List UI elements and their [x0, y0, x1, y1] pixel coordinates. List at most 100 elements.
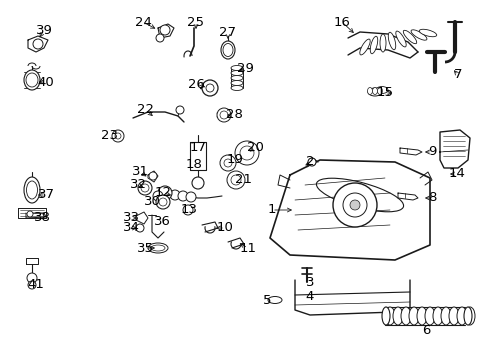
Circle shape [160, 25, 170, 35]
Circle shape [159, 198, 167, 206]
Circle shape [170, 190, 180, 200]
Ellipse shape [223, 44, 232, 57]
Text: 26: 26 [187, 77, 204, 90]
Ellipse shape [408, 307, 418, 325]
Text: 34: 34 [122, 221, 139, 234]
Text: 35: 35 [136, 242, 153, 255]
Text: 20: 20 [246, 141, 263, 154]
Ellipse shape [24, 177, 40, 203]
Ellipse shape [377, 87, 382, 94]
Ellipse shape [26, 181, 38, 199]
Ellipse shape [151, 245, 164, 251]
Text: 4: 4 [305, 289, 314, 302]
Circle shape [33, 39, 43, 49]
Ellipse shape [403, 30, 416, 44]
Text: 30: 30 [143, 195, 160, 208]
Text: 33: 33 [122, 211, 139, 225]
Ellipse shape [230, 66, 243, 71]
Circle shape [342, 193, 366, 217]
Text: 28: 28 [225, 108, 242, 121]
Ellipse shape [230, 76, 243, 81]
Circle shape [156, 34, 163, 42]
Text: 36: 36 [153, 216, 170, 229]
Ellipse shape [464, 307, 474, 325]
Circle shape [205, 84, 214, 92]
Text: 32: 32 [129, 179, 146, 192]
Text: 15: 15 [376, 86, 393, 99]
Text: 1: 1 [267, 203, 276, 216]
Circle shape [202, 80, 218, 96]
Text: 31: 31 [131, 166, 148, 179]
Ellipse shape [392, 307, 402, 325]
Text: 5: 5 [262, 293, 271, 306]
Ellipse shape [230, 71, 243, 76]
Ellipse shape [375, 86, 387, 94]
Ellipse shape [359, 39, 369, 55]
Text: 7: 7 [453, 68, 461, 81]
Text: 17: 17 [189, 141, 206, 154]
Circle shape [178, 191, 187, 201]
Circle shape [136, 224, 143, 232]
Circle shape [176, 106, 183, 114]
Circle shape [307, 158, 315, 166]
Circle shape [217, 108, 230, 122]
Text: 2: 2 [305, 156, 314, 168]
Text: 40: 40 [38, 76, 54, 89]
Ellipse shape [230, 81, 243, 85]
Text: 38: 38 [34, 211, 50, 225]
Text: 8: 8 [427, 192, 435, 204]
Text: 24: 24 [134, 15, 151, 28]
Ellipse shape [148, 243, 168, 253]
Ellipse shape [395, 31, 406, 47]
Text: 19: 19 [226, 153, 243, 166]
Circle shape [27, 211, 33, 217]
Circle shape [115, 133, 121, 139]
Text: 18: 18 [185, 158, 202, 171]
Ellipse shape [463, 307, 471, 325]
Text: 14: 14 [447, 167, 465, 180]
Circle shape [153, 191, 163, 201]
Text: 6: 6 [421, 324, 429, 337]
Circle shape [192, 177, 203, 189]
Ellipse shape [221, 41, 235, 59]
Text: 21: 21 [235, 174, 252, 186]
Circle shape [332, 183, 376, 227]
Circle shape [226, 171, 244, 189]
Ellipse shape [416, 307, 426, 325]
Circle shape [28, 281, 36, 289]
Circle shape [158, 186, 172, 200]
Ellipse shape [367, 87, 372, 94]
Text: 41: 41 [27, 278, 44, 291]
Text: 12: 12 [154, 186, 171, 199]
Ellipse shape [26, 73, 38, 87]
Text: 9: 9 [427, 145, 435, 158]
Text: 13: 13 [180, 203, 197, 216]
Circle shape [27, 273, 37, 283]
Ellipse shape [379, 34, 385, 52]
Ellipse shape [369, 36, 377, 54]
Ellipse shape [410, 30, 426, 40]
Text: 25: 25 [187, 15, 204, 28]
Circle shape [349, 200, 359, 210]
Ellipse shape [267, 297, 282, 303]
Text: 27: 27 [219, 27, 236, 40]
Text: 39: 39 [36, 23, 52, 36]
Circle shape [230, 175, 241, 185]
Circle shape [112, 130, 124, 142]
Circle shape [149, 172, 157, 180]
Ellipse shape [367, 88, 381, 96]
Ellipse shape [456, 307, 466, 325]
Ellipse shape [24, 70, 40, 90]
Text: 10: 10 [216, 221, 233, 234]
Ellipse shape [400, 307, 410, 325]
Text: 11: 11 [239, 242, 256, 255]
Ellipse shape [440, 307, 450, 325]
Ellipse shape [418, 29, 436, 37]
Text: 3: 3 [305, 275, 314, 288]
Circle shape [220, 111, 227, 119]
Circle shape [220, 155, 236, 171]
Circle shape [185, 192, 196, 202]
Circle shape [138, 181, 152, 195]
Ellipse shape [384, 307, 394, 325]
Text: 37: 37 [38, 189, 54, 202]
